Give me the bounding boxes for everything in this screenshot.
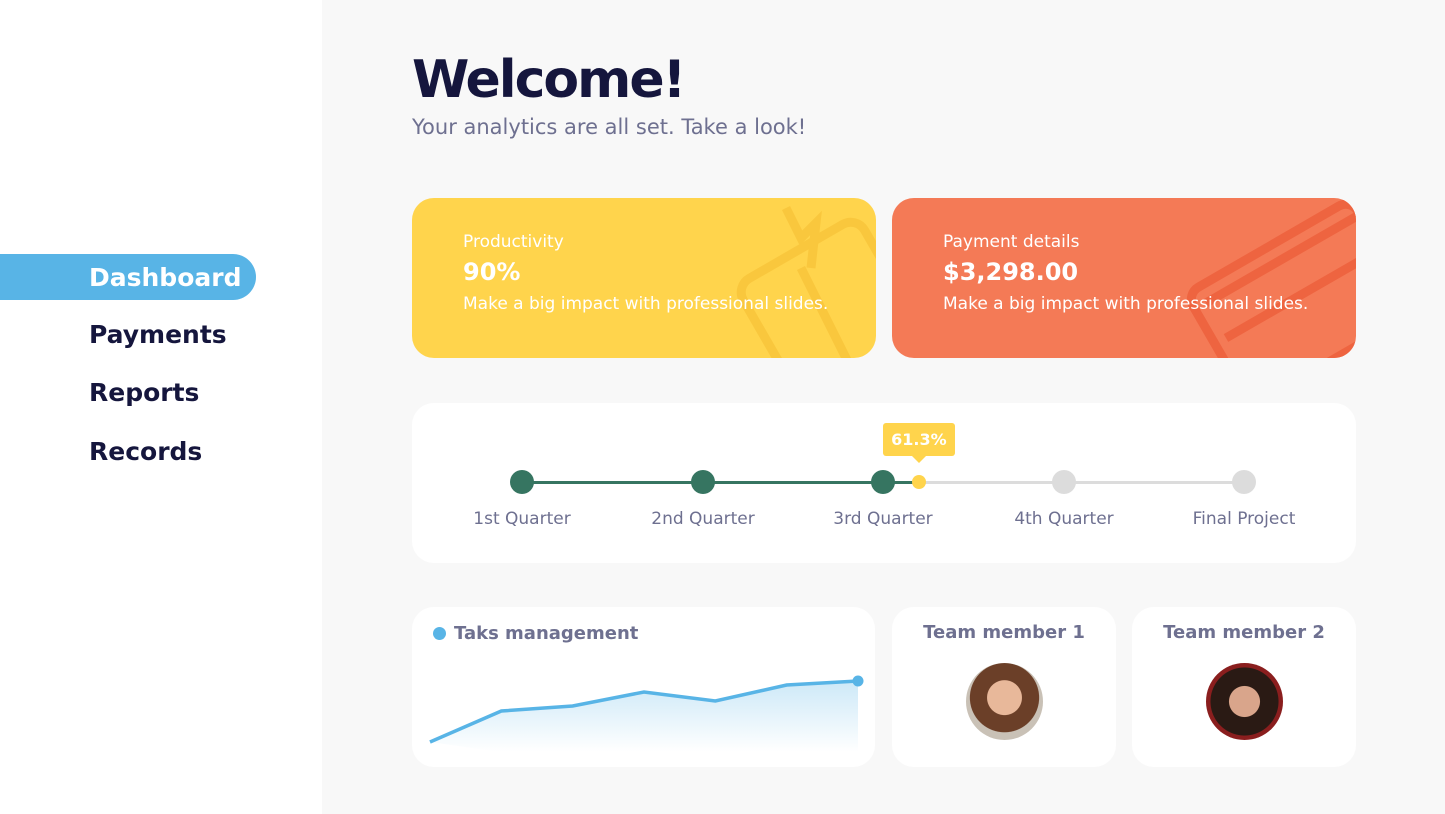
card-label: Payment details [943,232,1080,252]
book-icon [736,205,876,358]
sidebar-item-dashboard[interactable]: Dashboard [0,254,256,300]
milestone-dot [510,470,534,494]
card-value: 90% [463,258,521,286]
milestone-dot [1232,470,1256,494]
sidebar-item-records[interactable]: Records [89,436,203,466]
team-member-card[interactable]: Team member 2 [1132,607,1356,767]
credit-card-icon [1186,199,1356,358]
card-label: Productivity [463,232,564,252]
milestone-label: 3rd Quarter [833,509,933,529]
timeline-progress [522,481,919,484]
tasks-chart [429,675,864,752]
milestone-label: 4th Quarter [1014,509,1114,529]
milestone-dot [871,470,895,494]
team-member-label: Team member 2 [1163,622,1325,643]
progress-label: 61.3% [891,430,947,449]
milestone-label: 1st Quarter [473,509,571,529]
sidebar-item-reports[interactable]: Reports [89,377,200,407]
card-value: $3,298.00 [943,258,1079,286]
productivity-card[interactable]: Productivity 90% Make a big impact with … [412,198,876,358]
milestone-label: Final Project [1192,509,1296,529]
progress-timeline: 61.3% 1st Quarter 2nd Quarter 3rd Quarter 4… [412,403,1356,563]
milestone-label: 2nd Quarter [651,509,755,529]
card-description: Make a big impact with professional slid… [943,294,1309,314]
payment-card[interactable]: Payment details $3,298.00 Make a big imp… [892,198,1356,358]
card-description: Make a big impact with professional slid… [463,294,829,314]
tasks-card[interactable]: Taks management [412,607,875,767]
sidebar: Dashboard Payments Reports Records [0,0,322,814]
legend-dot-icon [433,627,446,640]
avatar [1206,663,1283,740]
page-title: Welcome! [412,50,686,110]
progress-tooltip: 61.3% [882,423,955,463]
team-member-label: Team member 1 [923,622,1085,643]
chart-area [430,681,858,752]
team-member-card[interactable]: Team member 1 [892,607,1116,767]
avatar [966,663,1043,740]
chart-end-point [852,675,864,687]
progress-marker [911,475,926,489]
tasks-title: Taks management [454,623,639,644]
page-subtitle: Your analytics are all set. Take a look! [412,115,807,139]
sidebar-item-payments[interactable]: Payments [89,319,227,349]
chart-line [429,679,859,744]
milestone-dot [1052,470,1076,494]
milestone-dot [691,470,715,494]
